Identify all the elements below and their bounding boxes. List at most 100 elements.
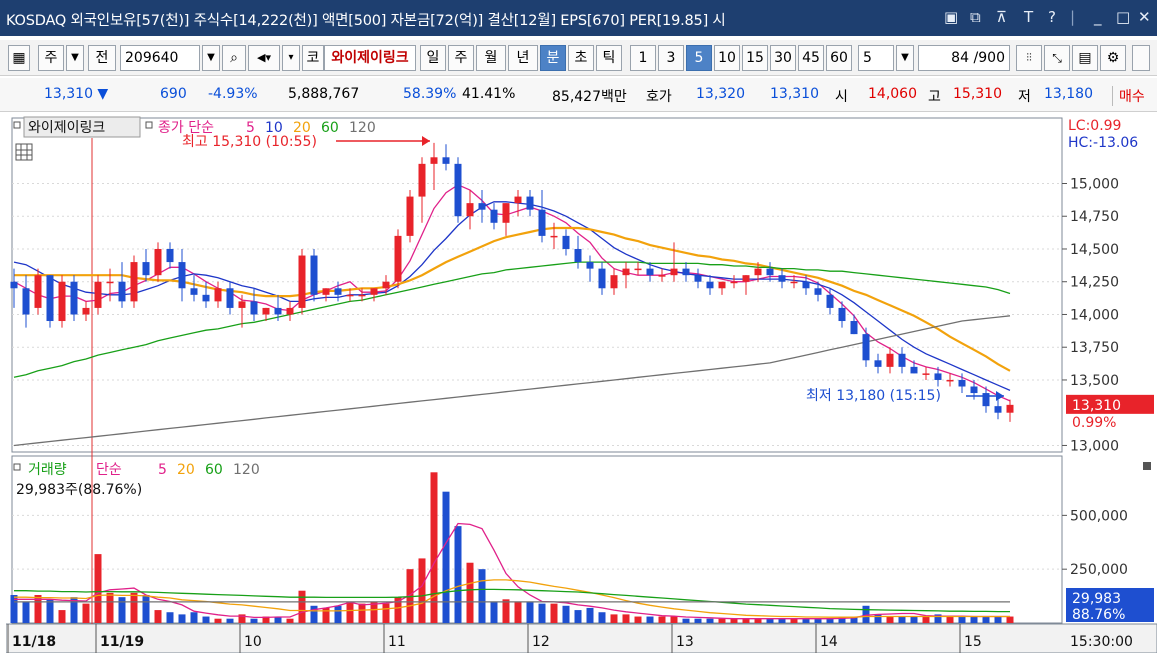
period-day-button[interactable]: 일 — [420, 45, 446, 71]
interval-1-button[interactable]: 1 — [630, 45, 656, 71]
candle-body — [634, 268, 642, 271]
chart-area[interactable]: 15,000 14,750 14,500 14,250 14,000 13,750 13,5… — [6, 114, 1157, 653]
grid-toggle-lines — [16, 144, 32, 160]
volume-bar — [910, 616, 918, 623]
price-tick-label: 15,000 — [1070, 176, 1119, 192]
candle-body — [202, 294, 210, 302]
volume-bar — [586, 607, 594, 623]
candle-settings-icon[interactable]: ⫶⫶ — [1016, 45, 1042, 71]
candle-body — [238, 301, 246, 308]
interval-3-button[interactable]: 3 — [658, 45, 684, 71]
stock-chart[interactable]: 15,000 14,750 14,500 14,250 14,000 13,750 13,5… — [6, 114, 1157, 653]
volume-bar — [466, 562, 474, 623]
interval-45-button[interactable]: 45 — [798, 45, 824, 71]
period-tick-button[interactable]: 틱 — [596, 45, 622, 71]
grid-toggle-icon — [15, 143, 33, 161]
interval-60-button[interactable]: 60 — [826, 45, 852, 71]
ratio-2: 41.41% — [462, 86, 516, 102]
price-change: 690 — [160, 86, 187, 102]
x-axis-label: 13 — [676, 634, 694, 650]
period-minute-button[interactable]: 분 — [540, 45, 566, 71]
candle-body — [46, 275, 54, 322]
candle-body — [58, 281, 66, 322]
code-dropdown-icon[interactable]: ▼ — [202, 45, 220, 71]
last-volume-pct: 88.76% — [1072, 607, 1125, 623]
candle-body — [466, 203, 474, 217]
stock-code-input[interactable]: 209640 — [120, 45, 200, 71]
candle-body — [370, 288, 378, 295]
volume-bar — [982, 616, 990, 623]
candle-body — [670, 268, 678, 276]
window-copy-icon[interactable]: ⧉ — [970, 8, 981, 26]
volume-bar — [250, 618, 258, 623]
candle-body — [490, 209, 498, 223]
volume-bar — [82, 603, 90, 623]
volume-bar — [430, 472, 438, 623]
volume-bar — [58, 610, 66, 623]
candle-body — [142, 262, 150, 276]
period-month-button[interactable]: 월 — [476, 45, 506, 71]
interval-15-button[interactable]: 15 — [742, 45, 768, 71]
interval-select[interactable]: 5 — [858, 45, 894, 71]
buy-button[interactable]: 매수 — [1112, 86, 1145, 106]
candle-body — [754, 268, 762, 276]
x-axis-strip — [6, 623, 1157, 653]
volume-bar — [790, 618, 798, 623]
grid-icon[interactable]: ▦ — [8, 45, 30, 71]
line-tool-icon[interactable]: ⤡ — [1044, 45, 1070, 71]
candle-body — [262, 307, 270, 315]
volume-bar — [478, 569, 486, 623]
candle-body — [250, 301, 258, 315]
pin-icon[interactable]: ⊼ — [996, 8, 1007, 26]
minimize-icon[interactable]: _ — [1094, 8, 1102, 26]
volume-bar — [322, 607, 330, 623]
volume-bar — [850, 616, 858, 623]
high-price-marker: 최고 15,310 (10:55) — [182, 134, 317, 150]
volume-bar — [970, 616, 978, 623]
volume-bar — [682, 618, 690, 623]
volume-ma-60-line — [14, 588, 1010, 613]
volume-legend-period: 5 — [158, 462, 167, 478]
gear-icon[interactable]: ⚙ — [1100, 45, 1126, 71]
help-icon[interactable]: ? — [1048, 8, 1056, 26]
volume-bar — [538, 603, 546, 623]
volume-bar — [34, 595, 42, 623]
text-icon[interactable]: T — [1024, 8, 1034, 26]
candle-body — [106, 281, 114, 284]
stock-name-field[interactable]: 와이제이링크 — [324, 45, 416, 71]
candle-body — [382, 281, 390, 289]
prev-button[interactable]: 전 — [88, 45, 116, 71]
layout-icon[interactable]: ▣ — [944, 8, 959, 26]
volume-bar — [598, 612, 606, 623]
period-year-button[interactable]: 년 — [508, 45, 538, 71]
market-dropdown-icon[interactable]: ▼ — [66, 45, 84, 71]
interval-5-button[interactable]: 5 — [686, 45, 712, 71]
close-icon[interactable]: ✕ — [1138, 8, 1151, 26]
candle-body — [550, 235, 558, 238]
volume-tick-label: 500,000 — [1070, 508, 1128, 524]
period-week-button[interactable]: 주 — [448, 45, 474, 71]
speaker-icon[interactable]: ◀▾ — [248, 45, 280, 71]
volume-bar — [10, 595, 18, 623]
option-checkbox[interactable] — [1132, 45, 1150, 71]
period-second-button[interactable]: 초 — [568, 45, 594, 71]
lc-label: LC:0.99 — [1068, 118, 1121, 134]
interval-dropdown-icon[interactable]: ▼ — [896, 45, 914, 71]
candle-body — [1006, 404, 1014, 413]
toolbar: ▦ 주 ▼ 전 209640 ▼ ⌕ ◀▾ ▾ 코 와이제이링크 일 주 월 년… — [0, 40, 1157, 76]
candle-body — [790, 281, 798, 284]
volume-bar — [70, 597, 78, 623]
market-kind-label: 코 — [302, 45, 324, 71]
save-icon[interactable]: ▤ — [1072, 45, 1098, 71]
market-select[interactable]: 주 — [38, 45, 64, 71]
volume-bar — [514, 601, 522, 623]
legend-stock-name: 와이제이링크 — [28, 120, 105, 136]
maximize-icon[interactable]: □ — [1116, 8, 1131, 26]
panel-close-icon — [1143, 462, 1151, 470]
search-icon[interactable]: ⌕ — [222, 45, 246, 71]
last-volume-label: 29,983 — [1072, 591, 1121, 607]
interval-10-button[interactable]: 10 — [714, 45, 740, 71]
count-input[interactable]: 84/900 — [918, 45, 1010, 71]
interval-30-button[interactable]: 30 — [770, 45, 796, 71]
speaker-dropdown-icon[interactable]: ▾ — [282, 45, 300, 71]
